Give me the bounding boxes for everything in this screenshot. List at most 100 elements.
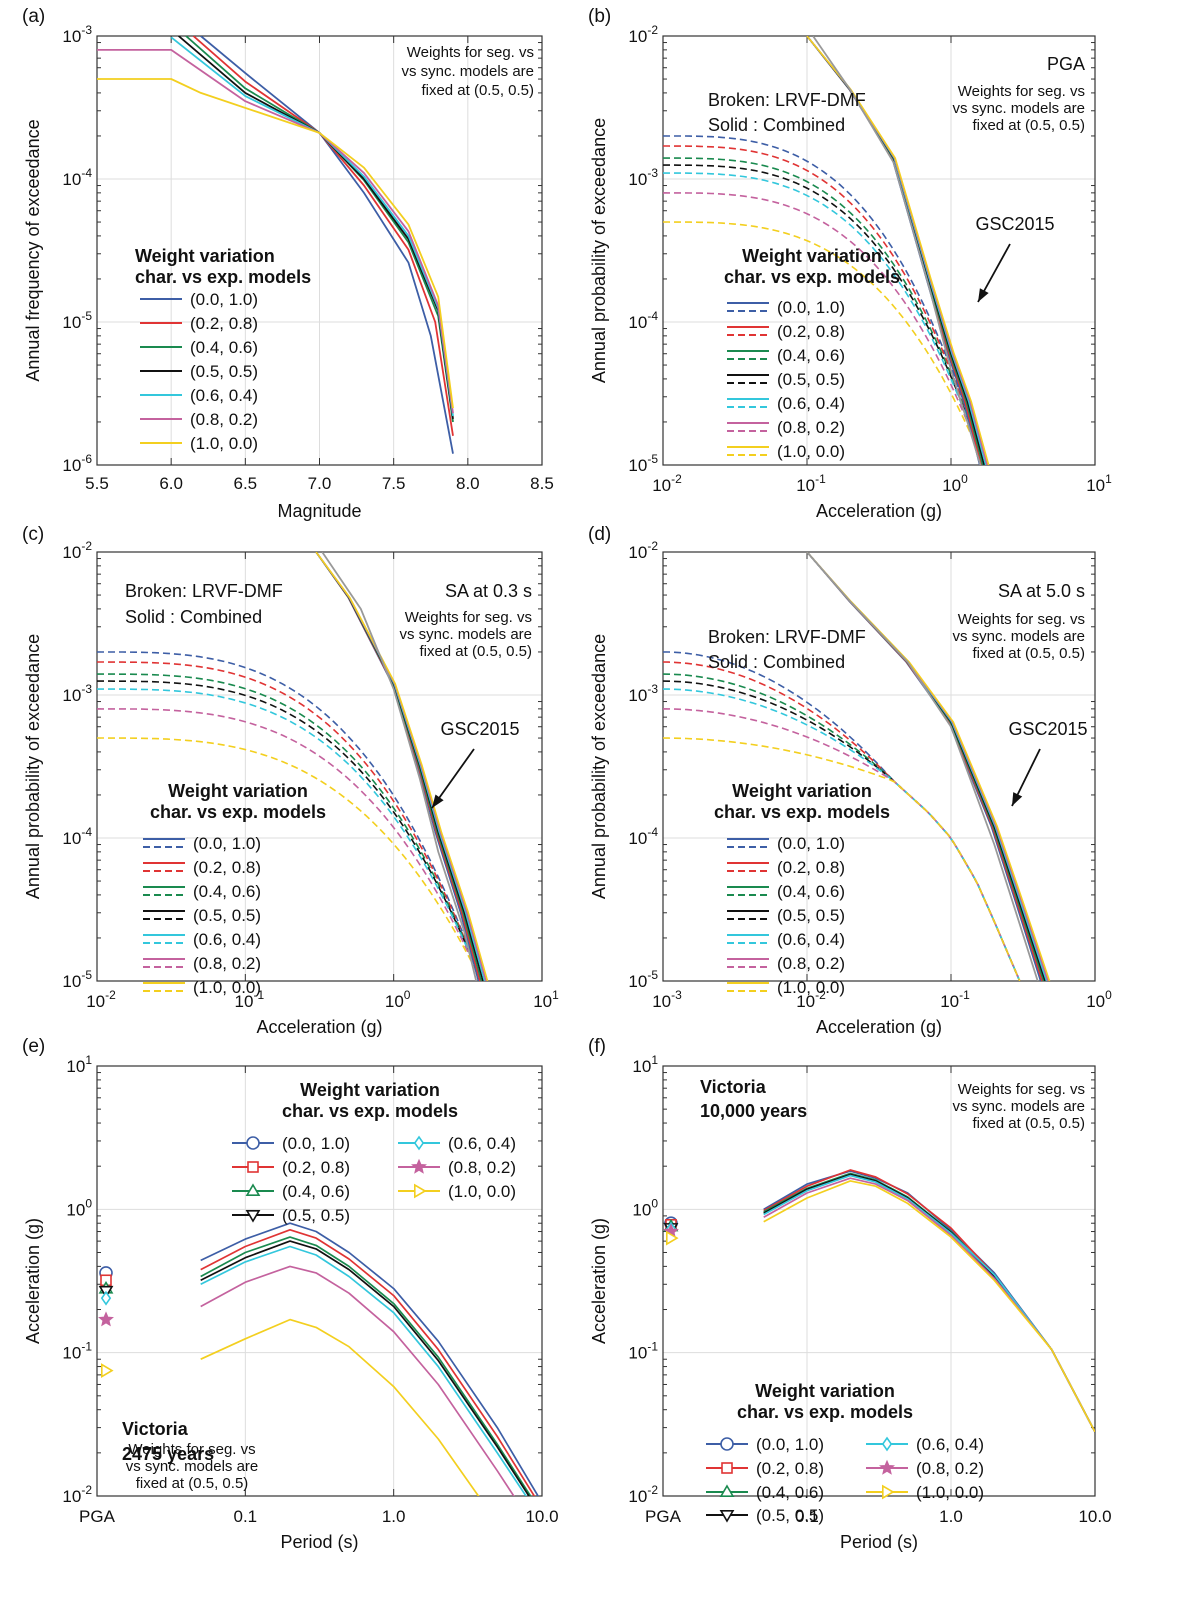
tick-base: 10: [533, 992, 552, 1011]
weights-note: fixed at (0.5, 0.5): [972, 645, 1085, 662]
x-tick-label: 100: [385, 988, 411, 1011]
tick-exponent: -2: [647, 1483, 658, 1497]
broken-series-line: [663, 157, 985, 465]
x-tick-label: 6.5: [234, 474, 258, 493]
tick-base: 10: [628, 829, 647, 848]
legend-title: char. vs exp. models: [282, 1101, 458, 1121]
legend-label: (0.5, 0.5): [777, 906, 845, 925]
broken-series-line: [663, 172, 985, 465]
x-tick-label: 10-2: [796, 988, 826, 1011]
weights-note: fixed at (0.5, 0.5): [972, 1115, 1085, 1132]
series-line: [192, 36, 454, 436]
marker-diamond: [413, 1135, 425, 1151]
style-note: Broken: LRVF-DMF: [125, 581, 283, 601]
broken-series-line: [663, 221, 985, 465]
legend-label: (1.0, 0.0): [190, 434, 258, 453]
y-tick-label: 10-4: [62, 825, 92, 848]
broken-series-line: [97, 673, 483, 981]
x-axis-label: Period (s): [840, 1532, 918, 1552]
y-tick-label: 10-4: [62, 166, 92, 189]
x-tick-label: 0.1: [795, 1507, 819, 1526]
style-note: Solid : Combined: [708, 115, 845, 135]
marker-star: [98, 1311, 114, 1327]
x-tick-label: 101: [533, 988, 559, 1011]
y-axis-label: Annual probability of exceedance: [589, 118, 609, 383]
axes-frame: [662, 551, 1096, 982]
tick-exponent: -2: [105, 988, 116, 1002]
axes-frame: [96, 1065, 543, 1497]
y-tick-label: 10-4: [628, 309, 658, 332]
series-line: [97, 49, 454, 414]
y-axis-label: Annual probability of exceedance: [589, 634, 609, 899]
legend-label: (0.0, 1.0): [282, 1134, 350, 1153]
marker-triangle-up: [719, 1484, 735, 1497]
site-label: Victoria: [122, 1419, 189, 1439]
tick-exponent: -5: [647, 452, 658, 466]
x-tick-label: PGA: [79, 1507, 116, 1526]
x-tick-label: 100: [942, 472, 968, 495]
y-tick-label: 100: [632, 1196, 658, 1219]
legend-label: (0.2, 0.8): [193, 858, 261, 877]
x-tick-label: 10-1: [940, 988, 970, 1011]
legend-title: char. vs exp. models: [737, 1402, 913, 1422]
weights-note: vs sync. models are: [952, 100, 1085, 117]
tick-exponent: -3: [647, 682, 658, 696]
legend-label: (0.6, 0.4): [193, 930, 261, 949]
tick-exponent: -2: [81, 539, 92, 553]
y-axis-label: Annual frequency of exceedance: [23, 119, 43, 381]
tick-exponent: -4: [647, 309, 658, 323]
spectrum-line: [200, 1222, 540, 1496]
x-tick-label: 10-2: [652, 472, 682, 495]
legend-label: (0.5, 0.5): [756, 1506, 824, 1525]
tick-base: 10: [1086, 476, 1105, 495]
y-tick-label: 101: [632, 1053, 658, 1076]
weights-note: Weights for seg. vs: [958, 1081, 1085, 1098]
broken-series-line: [97, 688, 483, 981]
tick-base: 10: [628, 456, 647, 475]
legend-title: char. vs exp. models: [135, 267, 311, 287]
marker-diamond: [100, 1290, 112, 1306]
marker-triangle-right: [665, 1230, 679, 1246]
tick-base: 10: [942, 476, 961, 495]
tick-exponent: -1: [647, 1340, 658, 1354]
tick-exponent: -5: [81, 968, 92, 982]
tick-base: 10: [628, 1344, 647, 1363]
y-axis-label: Annual probability of exceedance: [23, 634, 43, 899]
tick-base: 10: [796, 992, 815, 1011]
y-tick-label: 10-2: [628, 539, 658, 562]
legend-label: (0.4, 0.6): [777, 882, 845, 901]
y-tick-label: 10-3: [62, 23, 92, 46]
spectrum-line: [200, 1228, 536, 1496]
tick-exponent: 0: [404, 988, 411, 1002]
legend-title: char. vs exp. models: [714, 802, 890, 822]
x-tick-label: 1.0: [939, 1507, 963, 1526]
axes-frame: [96, 551, 543, 982]
tick-base: 10: [66, 1200, 85, 1219]
tick-exponent: -1: [959, 988, 970, 1002]
broken-series-line: [663, 145, 985, 465]
legend-label: (0.8, 0.2): [193, 954, 261, 973]
tick-base: 10: [62, 1344, 81, 1363]
spectrum-line: [200, 1318, 480, 1496]
panel-letter: (e): [22, 1036, 45, 1057]
legend-title: Weight variation: [755, 1381, 895, 1401]
site-label: 10,000 years: [700, 1101, 807, 1121]
y-tick-label: 10-2: [62, 1483, 92, 1506]
tick-exponent: -2: [671, 472, 682, 486]
axes-frame: [662, 1065, 1096, 1497]
legend-label: (0.4, 0.6): [193, 882, 261, 901]
tick-exponent: 1: [651, 1053, 658, 1067]
y-tick-label: 10-5: [62, 968, 92, 991]
legend-title: Weight variation: [135, 246, 275, 266]
x-tick-label: 5.5: [85, 474, 109, 493]
weights-note: vs sync. models are: [399, 626, 532, 643]
tick-base: 10: [628, 27, 647, 46]
broken-series-line: [663, 673, 1021, 981]
series-line: [170, 36, 454, 417]
tick-exponent: -5: [647, 968, 658, 982]
legend-label: (0.4, 0.6): [777, 346, 845, 365]
gsc2015-line: [812, 36, 982, 465]
x-tick-label: 0.1: [234, 1507, 258, 1526]
y-tick-label: 10-6: [62, 452, 92, 475]
